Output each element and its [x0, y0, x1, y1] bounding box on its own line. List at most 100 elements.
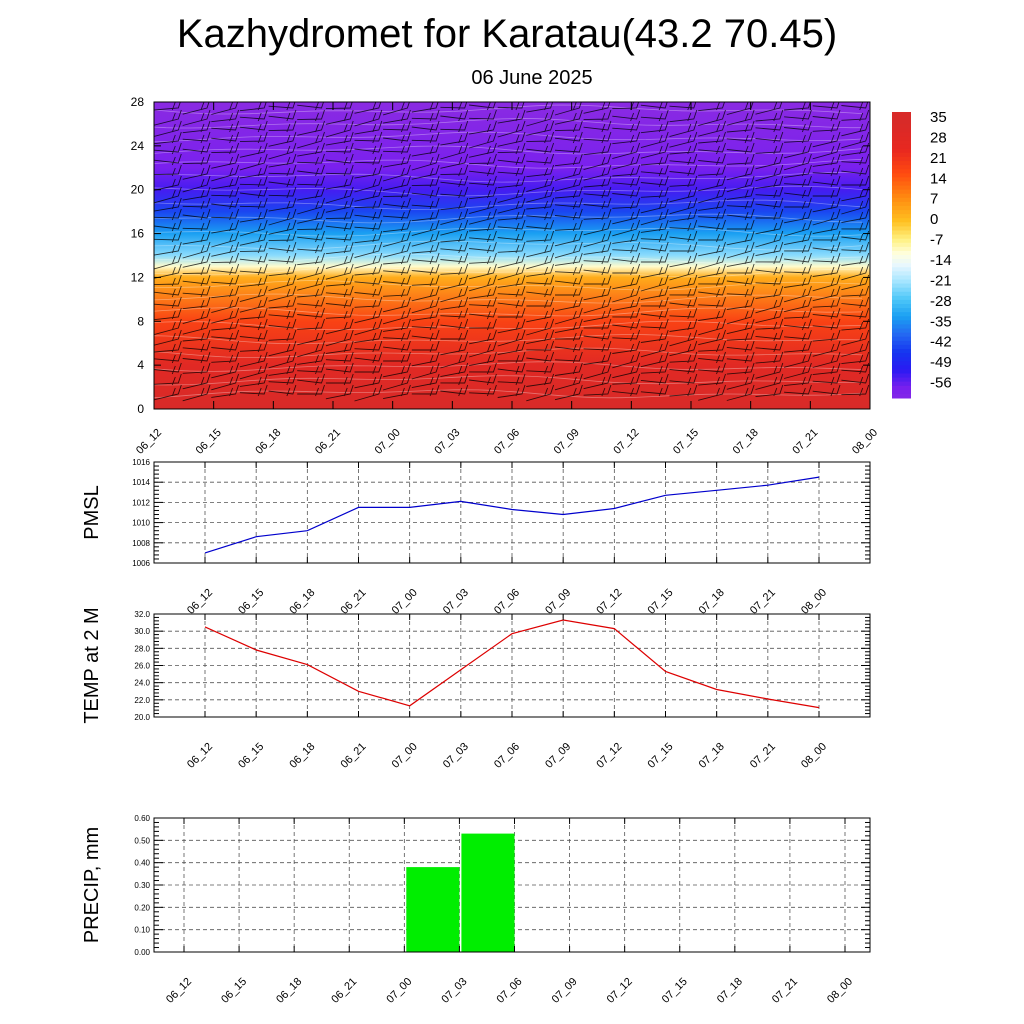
colorbar-label: 35 — [930, 109, 947, 126]
wind-barb — [325, 219, 354, 232]
y-tick-label: 12 — [131, 270, 145, 284]
wind-barb — [469, 120, 497, 135]
wind-barb — [554, 109, 583, 125]
wind-barb — [612, 362, 641, 379]
wind-barb — [440, 230, 469, 243]
x-tick-label: 07_21 — [748, 741, 778, 771]
wind-barb — [583, 285, 612, 301]
wind-barb — [612, 373, 641, 386]
wind-barb — [297, 351, 325, 365]
wind-barb — [726, 351, 755, 364]
wind-barb — [755, 164, 784, 182]
wind-barb — [784, 120, 812, 133]
wind-barb — [325, 102, 353, 111]
isotherm-line — [154, 375, 863, 386]
colorbar-swatch — [892, 136, 911, 142]
x-tick-label: 07_18 — [697, 741, 727, 771]
temp-2m-chart: 20.0 22.0 24.0 26.0 28.0 30.0 32.0 06_12 06_15 06… — [81, 607, 871, 771]
wind-barb — [268, 384, 297, 397]
wind-barb — [640, 208, 669, 226]
colorbar-label: 21 — [930, 150, 947, 167]
isotherm-line — [154, 131, 863, 143]
x-tick-label: 06_12 — [185, 587, 215, 617]
wind-barb — [469, 186, 497, 200]
wind-barb — [726, 296, 755, 310]
wind-barb — [268, 197, 297, 212]
wind-barb — [469, 241, 497, 254]
x-tick-label: 06_21 — [339, 741, 369, 771]
wind-barb — [182, 175, 211, 193]
wind-barb — [784, 230, 812, 246]
x-tick-label: 08_00 — [799, 741, 829, 771]
wind-barb — [812, 274, 841, 292]
colorbar-swatch — [892, 271, 911, 276]
wind-barb — [497, 285, 526, 298]
wind-barb — [411, 186, 440, 199]
wind-barb — [583, 219, 612, 236]
y-tick-label: 0.40 — [134, 859, 150, 868]
wind-barb — [211, 329, 240, 342]
wind-barb — [669, 274, 698, 290]
wind-barb — [154, 120, 182, 137]
colorbar-swatch — [892, 332, 911, 338]
wind-barb — [726, 175, 755, 193]
wind-barb — [211, 208, 240, 221]
wind-barb — [640, 131, 669, 149]
wind-barb — [469, 384, 497, 397]
wind-barb — [469, 318, 497, 331]
colorbar-swatch — [892, 299, 911, 305]
wind-barb — [812, 241, 841, 254]
colorbar-swatch — [892, 353, 911, 358]
wind-barb — [812, 102, 840, 111]
wind-barb — [154, 131, 182, 145]
isotherm-line — [154, 347, 863, 358]
wind-barb — [755, 340, 784, 353]
wind-barb — [583, 241, 612, 255]
wind-barb — [211, 219, 240, 234]
colorbar-swatch — [892, 369, 911, 374]
wind-barb — [583, 384, 612, 397]
wind-barb — [468, 274, 497, 292]
wind-barb — [784, 131, 812, 144]
wind-barb — [726, 373, 755, 390]
y-tick-label: 0.00 — [134, 948, 150, 957]
isotherm-line — [154, 185, 863, 197]
wind-barb — [669, 230, 698, 243]
y-tick-label: 20.0 — [134, 713, 150, 722]
x-tick-label: 07_03 — [441, 587, 471, 617]
wind-barb — [354, 120, 383, 135]
wind-barb — [182, 329, 211, 342]
wind-barb — [268, 285, 297, 302]
colorbar-swatch — [892, 238, 911, 244]
colorbar-swatch — [892, 246, 911, 252]
wind-barb — [554, 318, 583, 334]
wind-barb — [239, 241, 268, 254]
wind-barb — [297, 373, 325, 386]
wind-barb — [612, 230, 641, 244]
x-tick-label: 07_15 — [646, 741, 676, 771]
x-tick-label: 07_09 — [543, 587, 573, 617]
wind-barb — [297, 252, 325, 266]
wind-barb — [698, 230, 726, 243]
wind-barb — [784, 241, 812, 254]
x-tick-label: 06_12 — [185, 741, 215, 771]
wind-barb — [554, 219, 583, 232]
wind-barb — [698, 102, 725, 112]
colorbar-swatch — [892, 336, 911, 342]
wind-barb — [555, 285, 583, 298]
wind-barb — [440, 208, 469, 226]
wind-barb — [411, 131, 440, 144]
wind-barb — [182, 307, 211, 325]
wind-barb — [698, 351, 726, 364]
wind-barb — [783, 351, 812, 368]
wind-barb — [640, 362, 669, 375]
wind-barb — [669, 351, 698, 364]
wind-barb — [383, 274, 411, 287]
wind-barb — [526, 153, 555, 166]
wind-barb — [440, 318, 469, 331]
wind-barb — [411, 351, 440, 367]
wind-barb — [383, 197, 411, 210]
wind-barb — [640, 252, 669, 265]
colorbar-swatch — [892, 120, 911, 125]
wind-barb — [154, 230, 182, 243]
